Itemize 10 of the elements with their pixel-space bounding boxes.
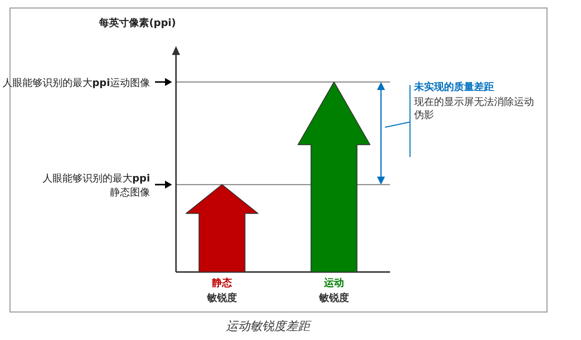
text: 敏锐度 (318, 292, 349, 304)
text: 现在的显示屏无法消除运动伪影 (414, 96, 534, 121)
text: 运动敏锐度差距 (226, 319, 312, 333)
x-tick-label: 运动 (323, 277, 344, 289)
ref-line-label: 人眼能够识别的最大ppi 静态图像 (42, 172, 150, 199)
text: 敏锐度 (206, 292, 237, 304)
x-tick-label: 静态 (211, 277, 233, 289)
text: 未实现的质量差距 (413, 81, 494, 93)
ref-line-label: 人眼能够识别的最大ppi运动图像 (2, 77, 150, 89)
text: 每英寸像素(ppi) (98, 17, 176, 29)
